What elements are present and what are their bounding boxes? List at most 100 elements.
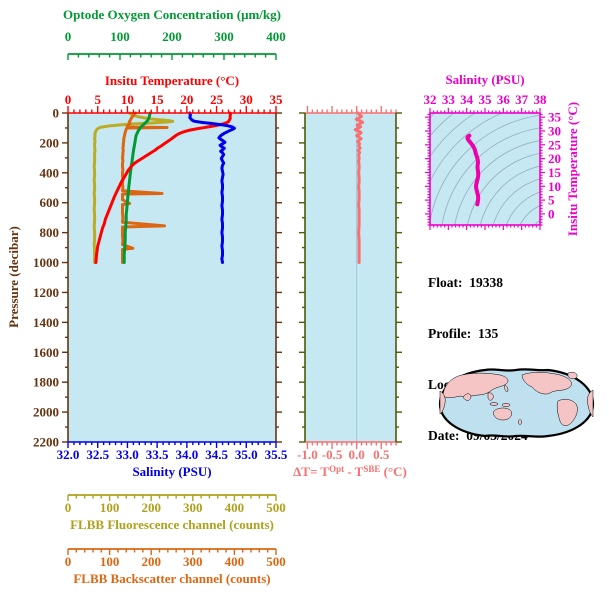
salinity-tick-label: 34.5 xyxy=(205,447,228,462)
map-pacific-islands xyxy=(514,393,543,413)
flbb-fluorescence-curve xyxy=(92,111,175,264)
ts-temperature-tick-label: 15 xyxy=(548,165,562,180)
salinity-tick-label: 34.0 xyxy=(175,447,198,462)
delta-title-sup1: Opt xyxy=(329,464,345,474)
fluorescence-axis-title: FLBB Fluorescence channel (counts) xyxy=(70,517,274,532)
oxygen-axis: 0 100 200 300 400 xyxy=(65,29,286,60)
temperature-tick-label: 5 xyxy=(94,92,101,107)
main-plot-background xyxy=(68,113,276,442)
backscatter-axis-title: FLBB Backscatter channel (counts) xyxy=(73,571,271,586)
delta-title-post: (°C) xyxy=(380,464,407,479)
ts-salinity-tick-label: 35 xyxy=(479,92,493,107)
salinity-axis-title: Salinity (PSU) xyxy=(132,464,212,479)
oxygen-tick-label: 200 xyxy=(162,29,182,44)
pressure-axis-title: Pressure (decibar) xyxy=(6,226,21,328)
temperature-tick-label: 30 xyxy=(240,92,253,107)
fluorescence-tick-label: 200 xyxy=(141,500,161,515)
oxygen-tick-label: 300 xyxy=(214,29,234,44)
temperature-axis-ticks: 0 5 10 15 20 25 30 35 xyxy=(65,92,283,113)
float-id-line: Float: 19338 xyxy=(428,275,503,290)
salinity-tick-label: 35.0 xyxy=(235,447,258,462)
temperature-tick-label: 10 xyxy=(121,92,134,107)
delta-t-axis-title: ΔT= TOpt - TSBE (°C) xyxy=(293,464,407,480)
pressure-tick-label: 600 xyxy=(40,195,60,210)
ts-temperature-tick-label: 35 xyxy=(548,110,562,125)
pressure-tick-label: 400 xyxy=(40,165,60,180)
temperature-tick-label: 15 xyxy=(151,92,165,107)
ts-salinity-tick-label: 38 xyxy=(534,92,548,107)
delta-tick-label: -1.0 xyxy=(297,447,318,462)
salinity-curve xyxy=(188,111,236,264)
oxygen-axis-title: Optode Oxygen Concentration (μm/kg) xyxy=(63,7,281,22)
ts-salinity-tick-label: 32 xyxy=(424,92,437,107)
ts-salinity-tick-label: 36 xyxy=(497,92,511,107)
temperature-tick-label: 0 xyxy=(65,92,72,107)
oxygen-tick-label: 100 xyxy=(110,29,130,44)
map-new-guinea xyxy=(501,403,511,407)
delta-plot-background xyxy=(305,113,396,442)
pressure-tick-label: 1600 xyxy=(33,345,59,360)
pressure-tick-label: 2000 xyxy=(33,405,59,420)
map-india xyxy=(463,393,472,401)
ts-temperature-tick-label: 5 xyxy=(548,193,555,208)
oxygen-tick-label: 0 xyxy=(65,29,72,44)
ts-temperature-tick-label: 10 xyxy=(548,179,561,194)
map-south-america xyxy=(556,399,578,426)
salinity-axis-ticks: 32.0 32.5 33.0 33.5 34.0 34.5 35.0 35.5 xyxy=(57,442,288,462)
backscatter-tick-label: 400 xyxy=(225,554,245,569)
oxygen-tick-label: 400 xyxy=(266,29,286,44)
temperature-tick-label: 25 xyxy=(210,92,224,107)
map-japan xyxy=(504,384,509,393)
map-indonesia xyxy=(489,402,499,406)
map-africa-left-edge xyxy=(439,390,446,415)
fluorescence-tick-label: 300 xyxy=(183,500,203,515)
ts-temperature-tick-label: 30 xyxy=(548,123,561,138)
map-north-america xyxy=(521,372,572,395)
optode-oxygen-curve xyxy=(122,111,152,264)
salinity-tick-label: 33.0 xyxy=(116,447,139,462)
map-new-zealand xyxy=(518,419,522,425)
ts-temperature-title: Insitu Temperature (°C) xyxy=(565,101,580,237)
pressure-axis-ticks: 0 200 400 600 800 1000 1200 1400 1600 1800 2000 220… xyxy=(33,106,282,450)
ts-salinity-title: Salinity (PSU) xyxy=(445,72,525,87)
map-australia xyxy=(493,407,512,421)
map-africa-right-edge xyxy=(586,389,594,418)
map-greenland xyxy=(567,371,578,380)
delta-axis-ticks: -1.0 -0.5 0.0 0.5 xyxy=(297,106,402,462)
ts-curve xyxy=(465,133,481,207)
pressure-tick-label: 0 xyxy=(53,106,60,121)
profile-number-line: Profile: 135 xyxy=(428,326,499,341)
fluorescence-axis: 0 100 200 300 400 500 xyxy=(65,494,286,515)
fluorescence-tick-label: 400 xyxy=(225,500,245,515)
insitu-temperature-curve xyxy=(94,111,232,264)
temperature-tick-label: 20 xyxy=(180,92,193,107)
flbb-backscatter-curve xyxy=(121,111,169,264)
fluorescence-tick-label: 500 xyxy=(266,500,286,515)
ts-temperature-tick-label: 20 xyxy=(548,151,561,166)
temperature-tick-label: 35 xyxy=(270,92,284,107)
pressure-tick-label: 1000 xyxy=(33,255,59,270)
backscatter-tick-label: 300 xyxy=(183,554,203,569)
backscatter-tick-label: 200 xyxy=(141,554,161,569)
temperature-axis-title: Insitu Temperature (°C) xyxy=(104,73,240,88)
delta-title-sup2: SBE xyxy=(363,464,381,474)
salinity-tick-label: 32.5 xyxy=(86,447,109,462)
map-se-asia xyxy=(487,392,494,401)
delta-title-pre: ΔT= T xyxy=(293,464,330,479)
backscatter-tick-label: 100 xyxy=(100,554,120,569)
salinity-tick-label: 33.5 xyxy=(146,447,169,462)
world-map-thumbnail xyxy=(438,368,595,438)
backscatter-tick-label: 500 xyxy=(266,554,286,569)
pressure-tick-label: 1800 xyxy=(33,375,59,390)
main-profile-curves xyxy=(92,111,236,264)
salinity-tick-label: 32.0 xyxy=(57,447,80,462)
pressure-tick-label: 200 xyxy=(40,135,60,150)
map-landmasses xyxy=(439,371,594,426)
delta-title-mid: - T xyxy=(344,464,364,479)
backscatter-axis: 0 100 200 300 400 500 xyxy=(65,548,286,569)
fluorescence-tick-label: 0 xyxy=(65,500,72,515)
backscatter-tick-label: 0 xyxy=(65,554,72,569)
